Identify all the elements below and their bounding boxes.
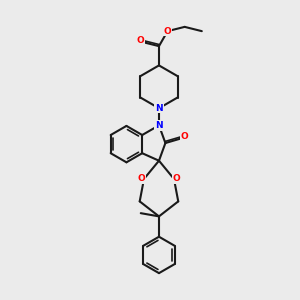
Text: O: O [181, 132, 188, 141]
Text: O: O [172, 174, 180, 183]
Text: O: O [137, 36, 145, 45]
Text: N: N [155, 121, 163, 130]
Text: O: O [164, 27, 171, 36]
Text: N: N [155, 104, 163, 113]
Text: O: O [138, 174, 146, 183]
